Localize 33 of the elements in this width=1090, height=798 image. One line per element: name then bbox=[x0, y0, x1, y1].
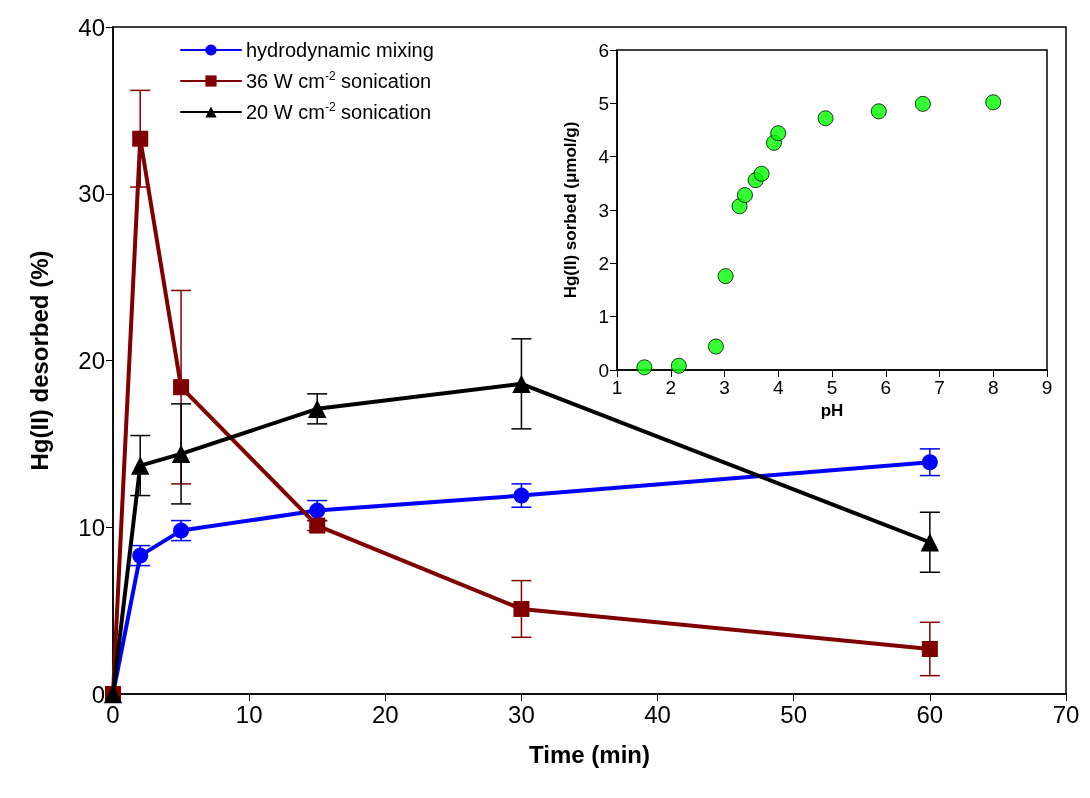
x-tick-label: 6 bbox=[880, 377, 892, 398]
y-tick-label: 30 bbox=[78, 180, 105, 208]
y-axis-title: Hg(II) sorbed (μmol/g) bbox=[561, 121, 580, 299]
x-tick-label: 7 bbox=[934, 377, 945, 398]
y-axis-title: Hg(II) desorbed (%) bbox=[25, 250, 53, 471]
x-tick-label: 60 bbox=[916, 700, 944, 728]
x-axis-title: pH bbox=[820, 400, 844, 420]
y-tick-label: 40 bbox=[78, 13, 105, 41]
y-tick-label: 4 bbox=[598, 146, 610, 168]
y-tick-label: 0 bbox=[91, 680, 105, 708]
y-tick-label: 1 bbox=[598, 306, 609, 328]
y-tick-label: 5 bbox=[598, 92, 609, 114]
y-tick-label: 0 bbox=[598, 359, 609, 381]
x-tick-label: 50 bbox=[780, 700, 808, 728]
x-tick-label: 70 bbox=[1052, 700, 1080, 728]
x-tick-label: 30 bbox=[508, 700, 535, 728]
x-tick-label: 4 bbox=[772, 377, 784, 398]
x-tick-label: 20 bbox=[371, 700, 399, 728]
x-tick-label: 3 bbox=[719, 377, 730, 398]
y-tick-label: 6 bbox=[598, 39, 609, 61]
x-tick-label: 40 bbox=[644, 700, 671, 728]
y-tick-label: 3 bbox=[598, 199, 609, 221]
x-tick-label: 9 bbox=[1041, 377, 1053, 398]
y-tick-label: 10 bbox=[78, 513, 105, 541]
x-tick-label: 8 bbox=[987, 377, 999, 398]
x-tick-label: 5 bbox=[826, 377, 838, 398]
y-tick-label: 20 bbox=[78, 347, 105, 374]
x-tick-label: 1 bbox=[611, 377, 623, 398]
y-tick-label: 2 bbox=[598, 252, 609, 274]
x-axis-title: Time (min) bbox=[529, 740, 650, 768]
x-tick-label: 2 bbox=[665, 377, 677, 398]
legend-label: hydrodynamic mixing bbox=[246, 39, 434, 61]
x-tick-label: 10 bbox=[235, 700, 263, 728]
